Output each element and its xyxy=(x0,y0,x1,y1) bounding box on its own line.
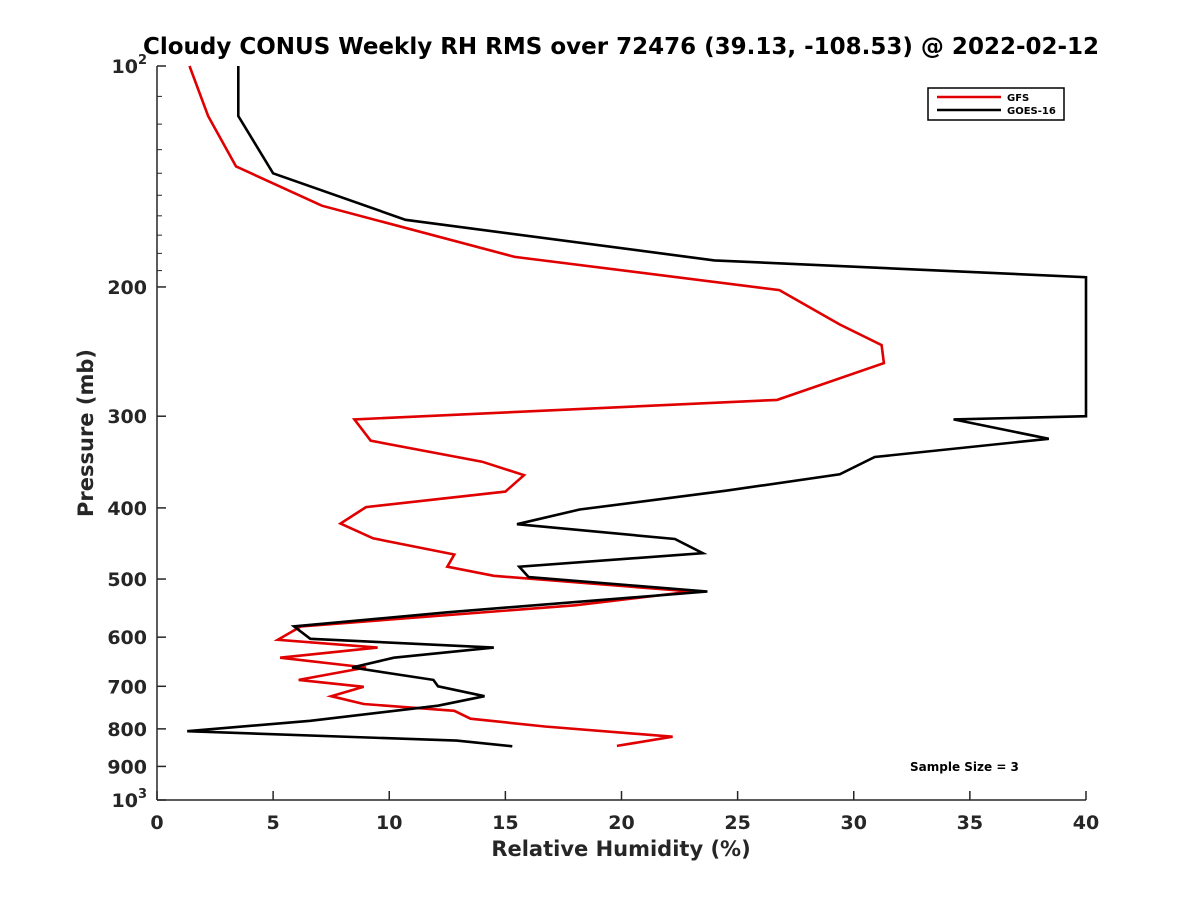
series-line-gfs xyxy=(188,65,886,748)
x-tick-label: 0 xyxy=(150,812,163,834)
y-axis-label: Pressure (mb) xyxy=(74,349,98,517)
legend-label: GOES-16 xyxy=(1007,106,1056,117)
y-tick-label: 800 xyxy=(107,719,147,741)
y-tick-label: 400 xyxy=(107,498,147,520)
legend-box xyxy=(927,87,1065,121)
legend-label: GFS xyxy=(1007,93,1029,104)
x-tick-label: 5 xyxy=(267,812,280,834)
y-tick-label: 103 xyxy=(112,787,148,812)
series-line-goes-16 xyxy=(187,66,1088,748)
y-tick-label: 600 xyxy=(107,627,147,649)
x-tick-label: 25 xyxy=(724,812,750,834)
plot-area xyxy=(156,65,1088,801)
x-tick-label: 10 xyxy=(376,812,402,834)
y-tick-label: 200 xyxy=(107,277,147,299)
x-tick-label: 30 xyxy=(841,812,867,834)
y-axis-ticks: 102 200 300 400 500 600 700 800 900 103 xyxy=(107,53,166,812)
y-tick-label: 900 xyxy=(107,756,147,778)
x-tick-label: 35 xyxy=(957,812,983,834)
legend: GFS GOES-16 xyxy=(927,87,1065,121)
y-tick-label: 102 xyxy=(112,53,148,78)
x-tick-label: 40 xyxy=(1073,812,1099,834)
y-tick-label: 700 xyxy=(107,676,147,698)
y-tick-label: 300 xyxy=(107,406,147,428)
x-tick-label: 20 xyxy=(608,812,634,834)
x-axis-label: Relative Humidity (%) xyxy=(491,837,750,861)
sample-size-annotation: Sample Size = 3 xyxy=(910,760,1019,774)
chart-title: Cloudy CONUS Weekly RH RMS over 72476 (3… xyxy=(143,34,1099,60)
x-axis-ticks: 0 5 10 15 20 25 30 35 40 xyxy=(150,791,1099,834)
x-tick-label: 15 xyxy=(492,812,518,834)
y-tick-label: 500 xyxy=(107,569,147,591)
